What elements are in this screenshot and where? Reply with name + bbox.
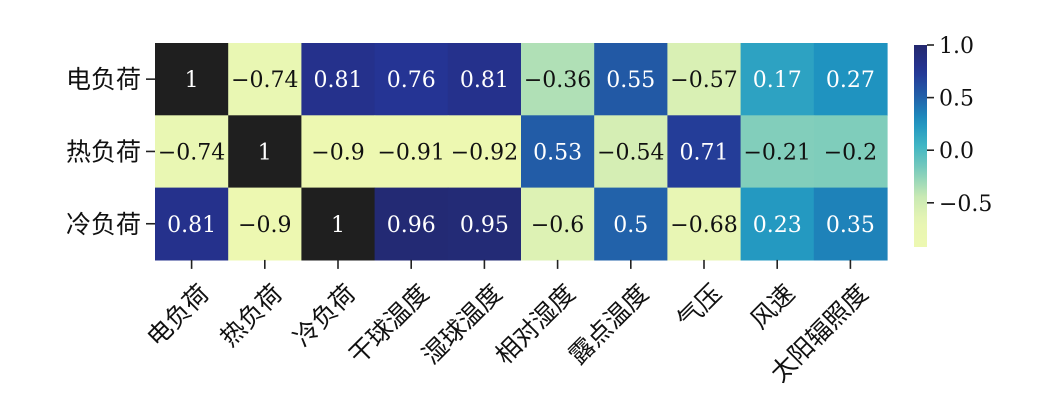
heatmap-cell-r2-c2 — [301, 187, 376, 261]
cell-label-r0-c5: −0.36 — [524, 68, 591, 93]
colorbar-tick-label-1: 0.5 — [939, 87, 974, 112]
cell-label-r2-c1: −0.9 — [238, 213, 291, 238]
x-tick-label-8: 风速 — [745, 279, 801, 335]
heatmap-cell-r0-c0 — [155, 43, 229, 116]
cell-label-r2-c8: 0.23 — [753, 213, 802, 238]
heatmap-cell-r2-c9 — [813, 187, 888, 261]
colorbar-gradient — [914, 45, 927, 247]
y-tick-label-1: 热负荷 — [66, 137, 141, 166]
cell-label-r1-c4: −0.92 — [451, 140, 518, 165]
heatmap-cell-r1-c7 — [667, 115, 742, 189]
heatmap-cell-r0-c6 — [594, 43, 668, 116]
cell-label-r1-c6: −0.54 — [597, 140, 664, 165]
cell-label-r0-c4: 0.81 — [460, 68, 509, 93]
colorbar-tick-label-2: 0.0 — [939, 139, 974, 164]
heatmap-cell-r2-c4 — [447, 187, 522, 261]
heatmap-cell-r0-c4 — [447, 43, 522, 116]
heatmap-cell-r1-c2 — [301, 115, 376, 189]
y-tick-label-0: 电负荷 — [66, 65, 141, 94]
cell-label-r1-c5: 0.53 — [533, 140, 582, 165]
heatmap-cell-r0-c8 — [740, 43, 815, 116]
x-tick-label-4: 湿球温度 — [416, 279, 507, 370]
heatmap-cell-r0-c9 — [813, 43, 888, 116]
y-tick-label-2: 冷负荷 — [66, 210, 141, 239]
heatmap-cell-r1-c3 — [374, 115, 449, 189]
cell-label-r2-c6: 0.5 — [613, 213, 648, 238]
heatmap-cell-r2-c1 — [228, 187, 302, 261]
heatmap-cell-r0-c7 — [667, 43, 742, 116]
cell-label-r1-c7: 0.71 — [680, 140, 729, 165]
heatmap-cell-r1-c4 — [447, 115, 522, 189]
heatmap-cell-r0-c2 — [301, 43, 376, 116]
heatmap-cell-r1-c6 — [594, 115, 668, 189]
cell-label-r1-c0: −0.74 — [158, 140, 225, 165]
cell-label-r2-c0: 0.81 — [167, 213, 216, 238]
cell-label-r0-c7: −0.57 — [670, 68, 737, 93]
cell-label-r2-c9: 0.35 — [826, 213, 875, 238]
heatmap-cell-r2-c6 — [594, 187, 668, 261]
cell-label-r0-c6: 0.55 — [606, 68, 655, 93]
cell-label-r2-c5: −0.6 — [531, 213, 584, 238]
heatmap-cell-r0-c5 — [521, 43, 595, 116]
x-tick-label-0: 电负荷 — [141, 279, 215, 353]
heatmap-cell-r1-c5 — [521, 115, 595, 189]
heatmap-cell-r0-c3 — [374, 43, 449, 116]
cell-label-r1-c1: 1 — [258, 140, 272, 165]
heatmap-cell-r1-c1 — [228, 115, 302, 189]
x-tick-label-7: 气压 — [671, 279, 727, 335]
heatmap-cell-labels: 1 −0.74 0.81 0.76 0.81 −0.36 0.55 −0.57 0.17 0.27… — [158, 68, 877, 238]
cell-label-r1-c3: −0.91 — [377, 140, 444, 165]
colorbar: 1.0 0.5 0.0 −0.5 — [914, 34, 992, 247]
cell-label-r2-c2: 1 — [331, 213, 345, 238]
cell-label-r1-c9: −0.2 — [824, 140, 877, 165]
x-tick-label-1: 热负荷 — [215, 279, 289, 353]
heatmap-cell-r0-c1 — [228, 43, 302, 116]
heatmap-cells — [155, 43, 888, 261]
cell-label-r2-c7: −0.68 — [670, 213, 737, 238]
cell-label-r2-c3: 0.96 — [387, 213, 436, 238]
cell-label-r2-c4: 0.95 — [460, 213, 509, 238]
colorbar-tick-label-0: 1.0 — [939, 34, 974, 59]
cell-label-r1-c8: −0.21 — [743, 140, 810, 165]
cell-label-r0-c8: 0.17 — [753, 68, 802, 93]
heatmap-cell-r2-c5 — [521, 187, 595, 261]
cell-label-r0-c9: 0.27 — [826, 68, 875, 93]
x-tick-label-3: 干球温度 — [343, 279, 434, 370]
heatmap-cell-r1-c9 — [813, 115, 888, 189]
cell-label-r1-c2: −0.9 — [311, 140, 364, 165]
x-tick-label-5: 相对湿度 — [490, 279, 581, 370]
cell-label-r0-c1: −0.74 — [231, 68, 298, 93]
heatmap-cell-r2-c7 — [667, 187, 742, 261]
heatmap-cell-r2-c0 — [155, 187, 229, 261]
x-tick-label-6: 露点温度 — [563, 279, 654, 370]
cell-label-r0-c3: 0.76 — [387, 68, 436, 93]
cell-label-r0-c2: 0.81 — [314, 68, 363, 93]
heatmap-cell-r1-c8 — [740, 115, 815, 189]
heatmap-cell-r1-c0 — [155, 115, 229, 189]
cell-label-r0-c0: 1 — [185, 68, 199, 93]
colorbar-tick-label-3: −0.5 — [939, 192, 992, 217]
heatmap-cell-r2-c3 — [374, 187, 449, 261]
heatmap-cell-r2-c8 — [740, 187, 815, 261]
